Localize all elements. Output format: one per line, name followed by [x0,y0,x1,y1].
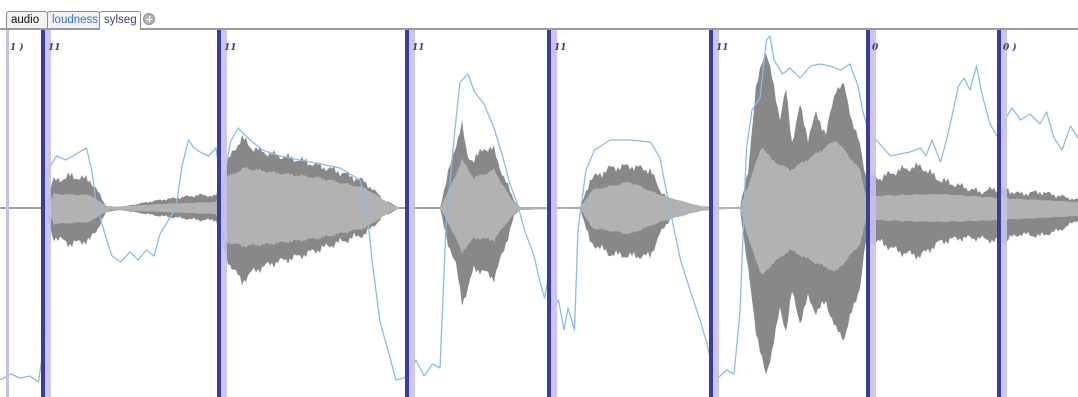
segment-boundary-1[interactable] [41,30,45,397]
waveform-view[interactable]: 1 ) 11 11 11 11 11 0 0 ) [0,30,1078,397]
segment-label: 11 [716,43,729,53]
segment-label: 11 [554,43,567,53]
plus-circle-icon[interactable] [143,13,155,25]
segment-boundaries-layer [6,30,1007,397]
segment-boundary-4[interactable] [547,30,551,397]
segment-boundary-shadow [221,30,227,397]
segment-label: 11 [224,43,237,53]
segment-boundary-shadow [6,30,9,397]
segment-boundary-shadow [870,30,876,397]
segment-boundary-shadow [409,30,415,397]
segment-boundary-6[interactable] [866,30,870,397]
waveform-inner-envelope [0,141,1078,275]
segment-boundary-shadow [45,30,51,397]
segment-boundary-shadow [713,30,719,397]
segment-label: 11 [48,43,61,53]
segment-boundary-shadow [551,30,557,397]
segment-boundary-5[interactable] [709,30,713,397]
tab-audio[interactable]: audio [6,11,48,28]
segment-label: 11 [412,43,425,53]
waveform-layer [0,53,1078,375]
segment-boundary-2[interactable] [217,30,221,397]
tab-loudness[interactable]: loudness [47,11,100,28]
segment-labels-layer: 1 ) 11 11 11 11 11 0 0 ) [10,42,1017,53]
segment-label: 0 ) [1003,42,1017,53]
segment-boundary-3[interactable] [405,30,409,397]
tab-bar: audio loudness sylseg [0,0,1078,30]
segment-boundary-shadow [1001,30,1007,397]
tab-sylseg[interactable]: sylseg [99,11,141,30]
segment-boundary-7[interactable] [997,30,1001,397]
segment-label: 1 ) [10,42,24,53]
waveform-outer-envelope [0,53,1078,375]
segment-label: 0 [872,43,879,53]
tab-bar-divider [0,28,1078,30]
